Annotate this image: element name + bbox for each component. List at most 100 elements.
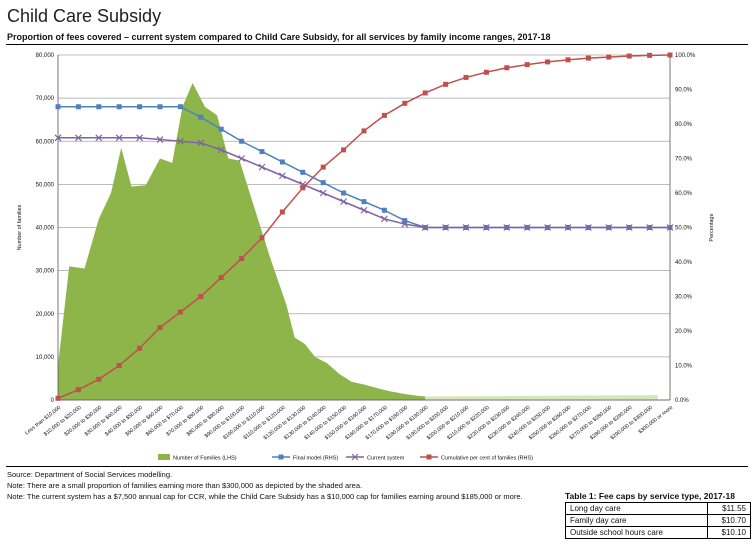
service-cell: Outside school hours care bbox=[565, 526, 708, 539]
data-point bbox=[462, 224, 470, 231]
table-row: Long day care $11.55 bbox=[565, 502, 751, 515]
data-point bbox=[422, 90, 428, 96]
data-point bbox=[278, 172, 286, 180]
y2-tick-label: 40.0% bbox=[675, 260, 693, 266]
data-point bbox=[402, 218, 408, 224]
y2-tick-label: 20.0% bbox=[675, 329, 693, 335]
y2-tick-label: 70.0% bbox=[675, 157, 693, 163]
data-point bbox=[319, 189, 327, 197]
y2-tick-label: 90.0% bbox=[675, 88, 693, 94]
data-point bbox=[341, 147, 347, 153]
table-row: Family day care $10.70 bbox=[565, 514, 751, 527]
service-cell: Family day care bbox=[565, 514, 708, 527]
data-point bbox=[137, 104, 143, 110]
families-area bbox=[58, 83, 426, 400]
data-point bbox=[380, 215, 388, 223]
data-point bbox=[361, 199, 367, 205]
data-point bbox=[381, 207, 387, 213]
legend-label: Number of Families (LHS) bbox=[173, 456, 237, 462]
y2-tick-label: 0.0% bbox=[675, 398, 689, 404]
data-point bbox=[504, 65, 510, 71]
y2-tick-label: 100.0% bbox=[675, 53, 696, 59]
data-point bbox=[443, 81, 449, 87]
data-point bbox=[259, 149, 265, 155]
data-point bbox=[402, 100, 408, 106]
data-point bbox=[463, 74, 469, 80]
data-point bbox=[320, 164, 326, 170]
data-point bbox=[341, 190, 347, 196]
data-point bbox=[198, 294, 204, 299]
y2-tick-label: 60.0% bbox=[675, 191, 693, 197]
data-point bbox=[667, 52, 673, 58]
table-row: Outside school hours care $10.10 bbox=[565, 526, 751, 539]
data-point bbox=[278, 454, 284, 460]
data-point bbox=[217, 146, 225, 154]
data-point bbox=[361, 128, 367, 134]
data-point bbox=[584, 224, 592, 231]
data-point bbox=[421, 224, 429, 231]
data-point bbox=[565, 57, 571, 63]
fee-caps-table: Long day care $11.55 Family day care $10… bbox=[565, 502, 751, 539]
data-point bbox=[524, 62, 530, 68]
data-point bbox=[218, 275, 224, 281]
cap-cell: $11.55 bbox=[707, 502, 751, 515]
y2-axis-title: Percentage bbox=[709, 213, 715, 241]
y2-tick-label: 30.0% bbox=[675, 295, 693, 301]
cap-note: Note: The current system has a $7,500 an… bbox=[7, 492, 523, 501]
data-point bbox=[239, 256, 245, 262]
data-point bbox=[177, 104, 183, 110]
data-point bbox=[74, 134, 82, 142]
data-point bbox=[238, 155, 246, 162]
y2-tick-label: 50.0% bbox=[675, 226, 693, 232]
cap-cell: $10.70 bbox=[707, 514, 751, 527]
data-point bbox=[279, 209, 285, 215]
data-point bbox=[320, 180, 326, 186]
data-point bbox=[626, 53, 632, 59]
data-point bbox=[646, 224, 654, 231]
y-tick-label: 10,000 bbox=[36, 355, 55, 361]
service-cell: Long day care bbox=[565, 502, 708, 515]
data-point bbox=[426, 454, 432, 460]
y-tick-label: 60,000 bbox=[36, 139, 55, 145]
data-point bbox=[75, 387, 81, 393]
y2-tick-label: 80.0% bbox=[675, 122, 693, 128]
data-point bbox=[340, 198, 348, 206]
data-point bbox=[176, 137, 184, 145]
data-point bbox=[95, 134, 103, 142]
y-tick-label: 30,000 bbox=[36, 269, 55, 275]
page-title: Child Care Subsidy bbox=[7, 6, 162, 26]
data-point bbox=[605, 224, 613, 231]
data-point bbox=[564, 224, 572, 231]
data-point bbox=[116, 104, 122, 110]
data-point bbox=[258, 163, 266, 171]
y-tick-label: 80,000 bbox=[36, 53, 55, 59]
header-rule bbox=[6, 44, 748, 45]
data-point bbox=[503, 224, 511, 231]
data-point bbox=[585, 55, 591, 61]
data-point bbox=[544, 224, 552, 231]
data-point bbox=[198, 114, 204, 120]
data-point bbox=[156, 136, 164, 143]
data-point bbox=[483, 69, 489, 75]
data-point bbox=[442, 224, 450, 231]
y-tick-label: 0 bbox=[51, 398, 55, 404]
data-point bbox=[96, 376, 102, 382]
data-point bbox=[401, 220, 409, 228]
data-point bbox=[157, 325, 163, 331]
data-point bbox=[381, 112, 387, 118]
y-axis-title: Number of families bbox=[17, 204, 23, 250]
data-point bbox=[55, 395, 61, 401]
data-point bbox=[482, 224, 490, 231]
source-note: Source: Department of Social Services mo… bbox=[7, 470, 173, 479]
y-tick-label: 40,000 bbox=[36, 226, 55, 232]
footer-rule bbox=[6, 466, 748, 467]
y-tick-label: 50,000 bbox=[36, 182, 55, 188]
data-point bbox=[300, 169, 306, 175]
data-point bbox=[96, 104, 102, 110]
cap-cell: $10.10 bbox=[707, 526, 751, 539]
data-point bbox=[360, 206, 368, 214]
data-point bbox=[136, 134, 144, 142]
data-point bbox=[647, 52, 653, 58]
shaded-tail-area bbox=[425, 395, 658, 400]
y-tick-label: 20,000 bbox=[36, 312, 55, 318]
